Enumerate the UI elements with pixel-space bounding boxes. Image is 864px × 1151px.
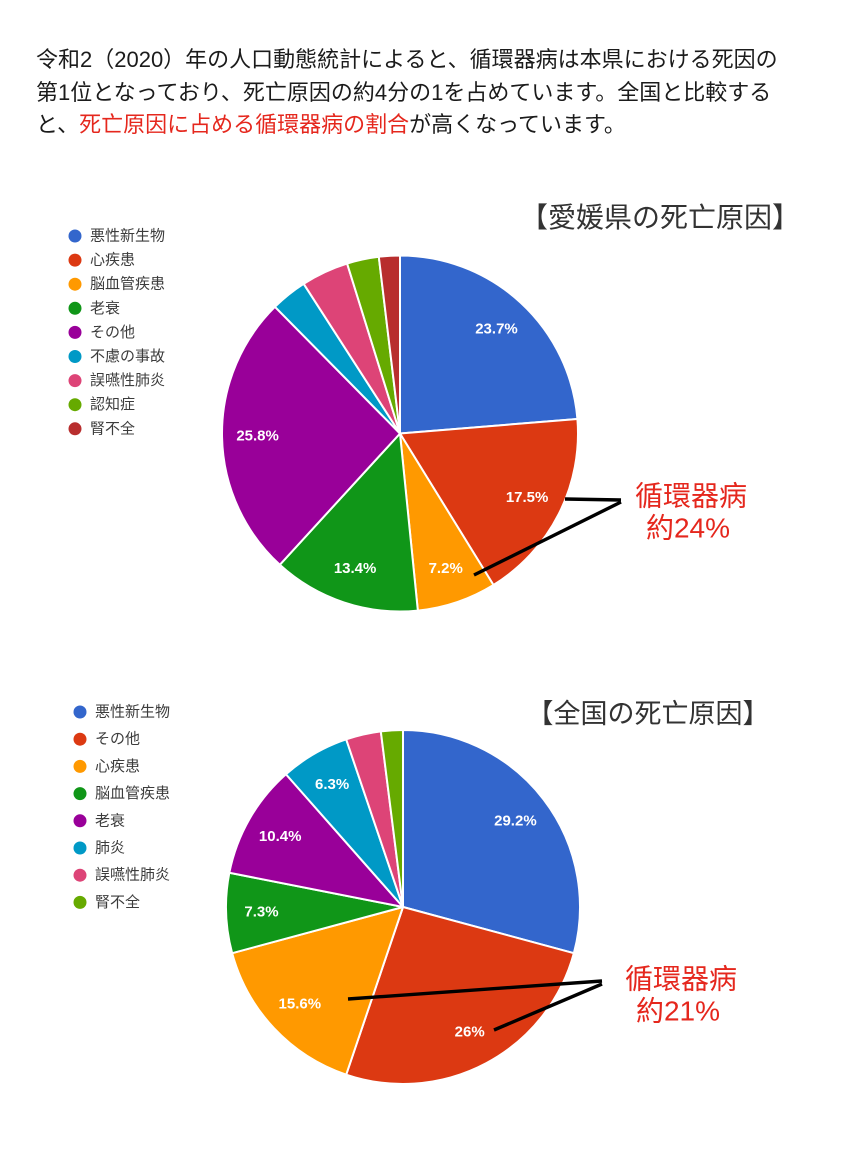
legend-marker-7 [73,895,87,909]
pie-slice-2 [231,906,404,1076]
pie-slice-7 [379,729,404,908]
intro-paragraph: 令和2（2020）年の人口動態統計によると、循環器病は本県における死因の 第1位… [36,44,836,142]
intro-line-1: 令和2（2020）年の人口動態統計によると、循環器病は本県における死因の [36,47,778,72]
legend-marker-2 [68,277,82,291]
annotation-text-line-2: 約24% [646,513,730,544]
legend-label-3: 脳血管疾患 [95,785,170,802]
annotation-pointer-line-0 [564,497,622,502]
chart-title: 【全国の死亡原因】 [527,699,770,729]
legend-marker-6 [73,868,87,882]
pie-chart-national: 29.2% 26% 15.6% 7.3% 10.4% 6.3% 【全国の死亡原因】 悪性新生物… [73,699,770,1085]
pie-slice-3 [278,432,419,613]
legend-marker-5 [73,841,87,855]
legend-label-2: 脳血管疾患 [90,276,165,293]
legend-label-5: 肺炎 [95,840,125,857]
legend-marker-4 [73,814,87,828]
pie-slice-8 [377,254,401,435]
legend-marker-0 [68,229,82,243]
legend-marker-3 [73,787,87,801]
legend-marker-2 [73,759,87,773]
pie-chart-ehime: 23.7% 17.5% 7.2% 13.4% 25.8% 【愛媛県の死亡原因】悪性新生物心… [68,202,800,613]
legend-label-6: 誤嚥性肺炎 [95,867,170,884]
intro-line-3-post: が高くなっています。 [409,112,626,137]
legend-label-4: 老衰 [95,812,125,829]
legend-marker-4 [68,325,82,339]
annotation-pointer-line-1 [493,982,603,1032]
legend-label-3: 老衰 [90,300,120,317]
annotation-pointer-line-1 [473,500,622,577]
pie-slice-0 [399,254,579,435]
legend-marker-1 [73,732,87,746]
annotation-text-line-2: 約21% [636,996,720,1027]
chart-title: 【愛媛県の死亡原因】 [520,202,800,233]
intro-red-highlight: 死亡原因に占める循環器病の割合 [79,112,410,137]
pie-slice-0 [402,729,581,955]
legend-marker-3 [68,301,82,315]
slice-label-2: 15.6% [279,995,322,1012]
pie-slice-4 [221,305,401,566]
slice-label-5: 6.3% [315,776,349,793]
legend-label-5: 不慮の事故 [90,348,165,365]
legend-label-4: その他 [90,324,135,341]
intro-line-3-pre: と、 [36,112,80,137]
annotation-pointer-line-0 [347,979,603,1001]
legend-label-0: 悪性新生物 [90,228,165,245]
annotation-text-line-1: 循環器病 [635,481,747,512]
slice-label-4: 10.4% [259,828,302,845]
legend-marker-0 [73,705,87,719]
slice-label-4: 25.8% [236,428,279,445]
pie-slice-1 [399,417,579,586]
pie-slice-4 [228,773,404,908]
legend-label-1: 心疾患 [90,252,135,269]
legend-marker-1 [68,253,82,267]
slice-label-1: 26% [455,1023,485,1040]
slice-label-0: 23.7% [475,320,518,337]
slice-label-3: 13.4% [334,560,377,577]
slice-label-2: 7.2% [429,560,463,577]
slice-label-1: 17.5% [506,489,549,506]
slice-label-3: 7.3% [244,903,278,920]
legend-label-6: 誤嚥性肺炎 [90,372,165,389]
annotation-text-line-1: 循環器病 [625,964,737,995]
legend-label-7: 腎不全 [95,893,140,911]
legend-label-7: 認知症 [90,396,135,413]
legend-label-1: その他 [95,731,140,748]
intro-line-2: 第1位となっており、死亡原因の約4分の1を占めています。全国と比較する [36,79,772,105]
legend-marker-7 [68,398,82,412]
legend-label-8: 腎不全 [90,419,135,437]
slice-label-0: 29.2% [494,812,537,829]
legend-marker-8 [68,422,82,436]
legend-label-0: 悪性新生物 [95,704,170,721]
legend-label-2: 心疾患 [95,758,140,775]
legend-marker-5 [68,350,82,363]
legend-marker-6 [68,374,82,388]
